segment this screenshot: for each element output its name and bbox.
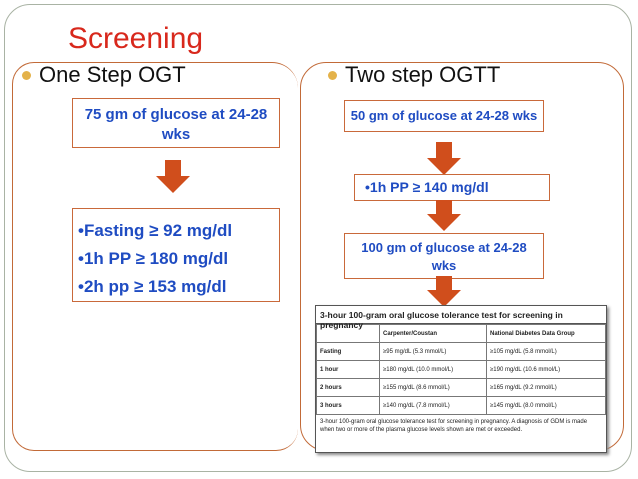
ogtt-table-title: 3-hour 100-gram oral glucose tolerance t… [316,306,606,330]
criteria-1h: •1h PP ≥ 180 mg/dl [78,249,229,268]
one-step-glucose-box: 75 gm of glucose at 24-28 wks [72,98,280,148]
table-cell: ≥145 mg/dL (8.0 mmol/L) [486,396,606,415]
one-step-panel [12,62,298,451]
table-cell: ≥105 mg/dL (5.8 mmol/L) [486,342,606,361]
table-row: 2 hours ≥155 mg/dL (8.6 mmol/L) ≥165 mg/… [316,378,606,397]
table-cell: ≥190 mg/dL (10.6 mmol/L) [486,360,606,379]
table-cell: ≥165 mg/dL (9.2 mmol/L) [486,378,606,397]
table-row: 3 hours ≥140 mg/dL (7.8 mmol/L) ≥145 mg/… [316,396,606,415]
table-header: Carpenter/Coustan [379,324,487,343]
two-step-glucose-box: 50 gm of glucose at 24-28 wks [344,100,544,132]
bullet-icon [22,70,31,80]
table-row: Fasting ≥95 mg/dL (5.3 mmol/L) ≥105 mg/d… [316,342,606,361]
table-cell: ≥155 mg/dL (8.6 mmol/L) [379,378,487,397]
one-step-heading-text: One Step OGT [39,62,186,87]
ogtt-table: 3-hour 100-gram oral glucose tolerance t… [315,305,607,453]
criteria-2h: •2h pp ≥ 153 mg/dl [78,277,227,296]
ogtt-table-grid: Carpenter/Coustan National Diabetes Data… [316,324,606,415]
two-step-heading-text: Two step OGTT [345,62,501,87]
table-header: National Diabetes Data Group [486,324,606,343]
ogtt-table-note: 3-hour 100-gram oral glucose tolerance t… [320,419,588,433]
table-cell: ≥140 mg/dL (7.8 mmol/L) [379,396,487,415]
slide-title: Screening [68,22,204,55]
two-step-100g-box: 100 gm of glucose at 24-28 wks [344,233,544,279]
slide-frame [4,4,632,472]
bullet-icon [328,70,337,80]
table-cell: ≥180 mg/dL (10.0 mmol/L) [379,360,487,379]
table-cell: 2 hours [316,378,380,397]
table-cell: 1 hour [316,360,380,379]
two-step-heading: Two step OGTT [328,62,500,88]
criteria-fasting: •Fasting ≥ 92 mg/dl [78,221,233,240]
table-row: 1 hour ≥180 mg/dL (10.0 mmol/L) ≥190 mg/… [316,360,606,379]
one-step-heading: One Step OGT [22,62,186,88]
one-step-criteria-box: •Fasting ≥ 92 mg/dl •1h PP ≥ 180 mg/dl •… [72,208,280,302]
table-cell: Fasting [316,342,380,361]
table-cell: 3 hours [316,396,380,415]
two-step-1h-box: •1h PP ≥ 140 mg/dl [354,174,550,201]
table-cell: ≥95 mg/dL (5.3 mmol/L) [379,342,487,361]
